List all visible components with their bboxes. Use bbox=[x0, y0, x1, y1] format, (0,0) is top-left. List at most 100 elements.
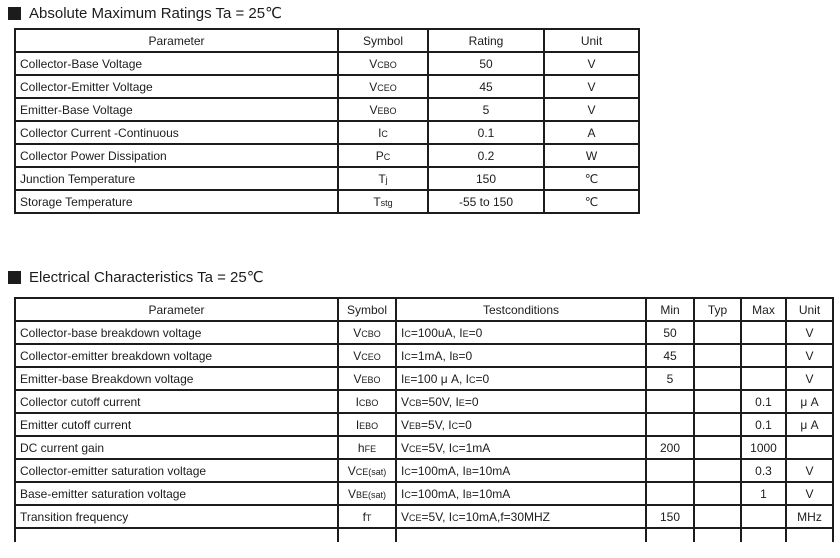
header-cell-min: Min bbox=[645, 297, 695, 322]
cell-parameter: Transition frequency bbox=[14, 504, 339, 529]
cell-conditions: IC=100mA, IB=10mA bbox=[395, 481, 647, 506]
header-cell-symbol: Symbol bbox=[337, 297, 397, 322]
cell-max: 0.1 bbox=[740, 412, 787, 437]
cell-rating: -55 to 150 bbox=[427, 189, 545, 214]
cell-parameter: Base-emitter saturation voltage bbox=[14, 481, 339, 506]
header-cell-unit: Unit bbox=[785, 297, 834, 322]
cell-conditions: IE=100 μ A, IC=0 bbox=[395, 366, 647, 391]
cell-symbol: VCEO bbox=[337, 74, 429, 99]
cell-symbol: IC bbox=[337, 120, 429, 145]
cell-symbol: PC bbox=[337, 143, 429, 168]
cell-min bbox=[645, 458, 695, 483]
cell-unit: MHz bbox=[785, 504, 834, 529]
cell-symbol: VCEO bbox=[337, 343, 397, 368]
table-row: Collector-emitter saturation voltage VCE… bbox=[14, 458, 834, 483]
table-row: Collector-Emitter Voltage VCEO 45 V bbox=[14, 74, 640, 99]
cell-typ bbox=[693, 481, 742, 506]
cell-rating: 150 bbox=[427, 166, 545, 191]
table-row: Storage Temperature Tstg -55 to 150 ℃ bbox=[14, 189, 640, 214]
cell-parameter: Collector Power Dissipation bbox=[14, 143, 339, 168]
cell-parameter: DC current gain bbox=[14, 435, 339, 460]
cell-typ bbox=[693, 343, 742, 368]
cell-unit: V bbox=[785, 458, 834, 483]
cell-symbol: VCBO bbox=[337, 51, 429, 76]
cell-unit: μ A bbox=[785, 389, 834, 414]
elec-char-section-title: Electrical Characteristics Ta = 25℃ bbox=[8, 268, 264, 286]
table-row-clipped bbox=[14, 527, 834, 542]
cell-unit: V bbox=[785, 320, 834, 345]
cell-unit: V bbox=[785, 343, 834, 368]
cell-conditions: IC=100mA, IB=10mA bbox=[395, 458, 647, 483]
cell-symbol: VCBO bbox=[337, 320, 397, 345]
cell-parameter: Emitter cutoff current bbox=[14, 412, 339, 437]
cell-typ bbox=[693, 458, 742, 483]
cell-max bbox=[740, 343, 787, 368]
cell-typ bbox=[693, 389, 742, 414]
table-row: Emitter-base Breakdown voltage VEBO IE=1… bbox=[14, 366, 834, 391]
cell-min: 200 bbox=[645, 435, 695, 460]
cell-conditions: VCE=5V, IC=10mA,f=30MHZ bbox=[395, 504, 647, 529]
table-row: Base-emitter saturation voltage VBE(sat)… bbox=[14, 481, 834, 506]
cell-symbol: Tstg bbox=[337, 189, 429, 214]
cell-symbol: ICBO bbox=[337, 389, 397, 414]
cell-unit: ℃ bbox=[543, 189, 640, 214]
cell-unit bbox=[785, 435, 834, 460]
cell-symbol: VBE(sat) bbox=[337, 481, 397, 506]
cell-max bbox=[740, 366, 787, 391]
header-cell-typ: Typ bbox=[693, 297, 742, 322]
cell-parameter: Emitter-Base Voltage bbox=[14, 97, 339, 122]
cell-rating: 50 bbox=[427, 51, 545, 76]
cell-min bbox=[645, 389, 695, 414]
header-cell-conditions: Testconditions bbox=[395, 297, 647, 322]
elec-char-title-text: Electrical Characteristics Ta = 25℃ bbox=[29, 269, 264, 286]
cell-unit: W bbox=[543, 143, 640, 168]
cell-symbol: VEBO bbox=[337, 366, 397, 391]
cell-max: 0.3 bbox=[740, 458, 787, 483]
cell-max: 0.1 bbox=[740, 389, 787, 414]
cell-rating: 0.1 bbox=[427, 120, 545, 145]
cell-parameter: Collector-Emitter Voltage bbox=[14, 74, 339, 99]
header-cell-symbol: Symbol bbox=[337, 28, 429, 53]
table-row: Collector-base breakdown voltage VCBO IC… bbox=[14, 320, 834, 345]
cell-typ bbox=[693, 366, 742, 391]
table-row: Collector-emitter breakdown voltage VCEO… bbox=[14, 343, 834, 368]
cell-typ bbox=[693, 412, 742, 437]
table-row: Transition frequency fT VCE=5V, IC=10mA,… bbox=[14, 504, 834, 529]
cell-conditions: IC=1mA, IB=0 bbox=[395, 343, 647, 368]
header-cell-unit: Unit bbox=[543, 28, 640, 53]
cell-typ bbox=[693, 504, 742, 529]
table-row: Emitter cutoff current IEBO VEB=5V, IC=0… bbox=[14, 412, 834, 437]
cell-parameter: Junction Temperature bbox=[14, 166, 339, 191]
cell-unit: ℃ bbox=[543, 166, 640, 191]
cell-parameter: Collector-Base Voltage bbox=[14, 51, 339, 76]
cell-conditions: VEB=5V, IC=0 bbox=[395, 412, 647, 437]
cell-unit: V bbox=[543, 74, 640, 99]
cell-rating: 0.2 bbox=[427, 143, 545, 168]
table-header-row: Parameter Symbol Rating Unit bbox=[14, 28, 640, 53]
elec-char-table: Parameter Symbol Testconditions Min Typ … bbox=[14, 297, 834, 542]
table-row: Collector cutoff current ICBO VCB=50V, I… bbox=[14, 389, 834, 414]
cell-parameter: Storage Temperature bbox=[14, 189, 339, 214]
cell-unit: V bbox=[785, 366, 834, 391]
cell-parameter: Collector Current -Continuous bbox=[14, 120, 339, 145]
cell-max: 1 bbox=[740, 481, 787, 506]
table-row: Collector-Base Voltage VCBO 50 V bbox=[14, 51, 640, 76]
table-row: Junction Temperature Tj 150 ℃ bbox=[14, 166, 640, 191]
cell-parameter: Collector-emitter saturation voltage bbox=[14, 458, 339, 483]
header-cell-max: Max bbox=[740, 297, 787, 322]
abs-max-table: Parameter Symbol Rating Unit Collector-B… bbox=[14, 28, 640, 214]
cell-rating: 45 bbox=[427, 74, 545, 99]
cell-unit: A bbox=[543, 120, 640, 145]
table-row: Collector Current -Continuous IC 0.1 A bbox=[14, 120, 640, 145]
cell-min: 150 bbox=[645, 504, 695, 529]
abs-max-section-title: Absolute Maximum Ratings Ta = 25℃ bbox=[8, 4, 282, 22]
cell-rating: 5 bbox=[427, 97, 545, 122]
cell-unit: V bbox=[543, 97, 640, 122]
cell-symbol: fT bbox=[337, 504, 397, 529]
cell-min: 5 bbox=[645, 366, 695, 391]
cell-conditions: IC=100uA, IE=0 bbox=[395, 320, 647, 345]
section-bullet-icon bbox=[8, 6, 21, 20]
cell-parameter: Emitter-base Breakdown voltage bbox=[14, 366, 339, 391]
abs-max-title-text: Absolute Maximum Ratings Ta = 25℃ bbox=[29, 5, 282, 22]
cell-min bbox=[645, 412, 695, 437]
